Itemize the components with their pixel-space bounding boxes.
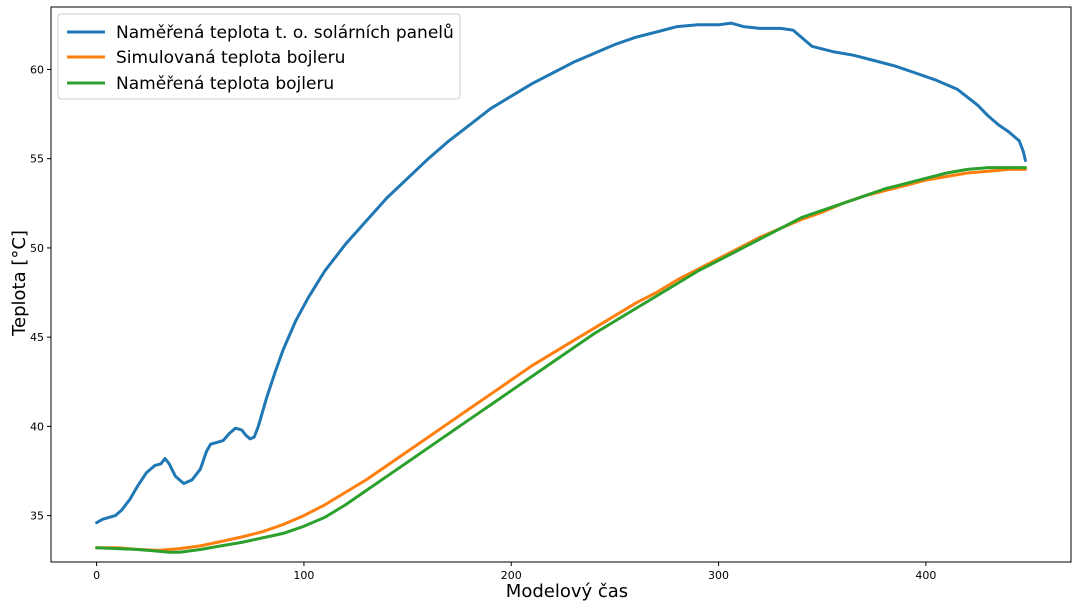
x-tick-label: 100 (293, 569, 314, 582)
y-tick-label: 40 (30, 420, 44, 433)
y-axis: 35 40 45 50 55 60 (30, 63, 51, 523)
y-tick-label: 45 (30, 331, 44, 344)
series-lines (95, 21, 1027, 554)
legend: Naměřená teplota t. o. solárních panelů … (57, 13, 461, 100)
series-line-2 (95, 167, 1027, 552)
plot-frame (50, 6, 1072, 563)
x-tick-label: 300 (708, 569, 729, 582)
y-axis-label: Teplota [°C] (9, 230, 30, 337)
legend-label-3: Naměřená teplota bojleru (116, 74, 334, 94)
x-tick-label: 0 (93, 569, 100, 582)
x-axis-label: Modelový čas (506, 581, 628, 602)
series-line-3 (95, 166, 1027, 554)
legend-label-2: Simulovaná teplota bojleru (116, 48, 345, 68)
y-tick-label: 50 (30, 242, 44, 255)
y-tick-label: 35 (30, 510, 44, 523)
x-axis: 0 100 200 300 400 (93, 562, 936, 582)
y-tick-label: 60 (30, 63, 44, 76)
x-tick-label: 400 (915, 569, 936, 582)
legend-box (57, 13, 461, 100)
x-tick-label: 200 (501, 569, 522, 582)
series-line-1 (95, 21, 1027, 525)
legend-label-1: Naměřená teplota t. o. solárních panelů (116, 23, 454, 43)
y-tick-label: 55 (30, 153, 44, 166)
